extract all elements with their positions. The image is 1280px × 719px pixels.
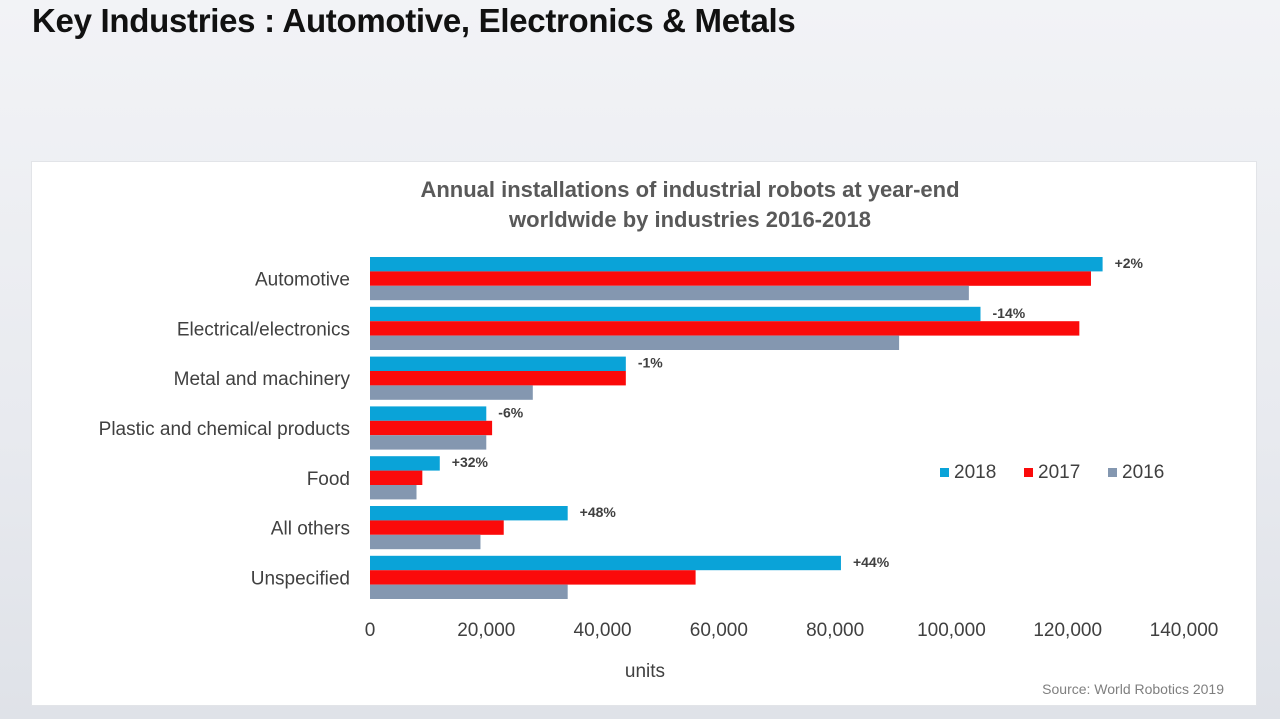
bar-2018-6 bbox=[370, 555, 841, 571]
x-tick-label: 20,000 bbox=[457, 620, 515, 641]
legend-label: 2016 bbox=[1122, 462, 1164, 483]
change-label: +44% bbox=[853, 554, 890, 570]
category-labels: Automotive Electrical/electronics Metal an… bbox=[99, 270, 351, 590]
x-tick-label: 60,000 bbox=[690, 620, 748, 641]
bar-2018-3 bbox=[370, 406, 487, 421]
x-axis-label: units bbox=[625, 661, 665, 682]
chart-title: Annual installations of industrial robot… bbox=[420, 177, 959, 232]
bar-2017-4 bbox=[370, 470, 423, 485]
bar-2016-3 bbox=[370, 435, 487, 450]
legend: 2018 2017 2016 bbox=[940, 462, 1164, 483]
change-label: +2% bbox=[1115, 255, 1144, 271]
change-label: +32% bbox=[452, 454, 489, 470]
legend-swatch-2017 bbox=[1024, 468, 1033, 477]
x-tick-label: 140,000 bbox=[1150, 620, 1219, 641]
change-labels: +2% -14% -1% -6% +32% +48% +44% bbox=[452, 255, 1144, 570]
change-label: +48% bbox=[580, 504, 617, 520]
x-tick-label: 40,000 bbox=[574, 620, 632, 641]
category-label: Unspecified bbox=[251, 568, 350, 589]
change-label: -14% bbox=[993, 305, 1026, 321]
bar-2016-5 bbox=[370, 534, 481, 550]
x-axis-ticks: 0 20,000 40,000 60,000 80,000 100,000 120,000 1… bbox=[365, 620, 1219, 641]
bar-2017-2 bbox=[370, 371, 626, 386]
change-label: -1% bbox=[638, 355, 663, 371]
bar-2016-1 bbox=[370, 335, 900, 350]
x-tick-label: 100,000 bbox=[917, 620, 986, 641]
x-tick-label: 80,000 bbox=[806, 620, 864, 641]
legend-swatch-2018 bbox=[940, 468, 949, 477]
bar-2018-4 bbox=[370, 456, 440, 471]
chart-title-line: worldwide by industries 2016-2018 bbox=[508, 207, 871, 232]
bar-2017-5 bbox=[370, 520, 504, 535]
bar-2016-2 bbox=[370, 385, 533, 400]
legend-label: 2017 bbox=[1038, 462, 1080, 483]
bar-2016-4 bbox=[370, 485, 417, 500]
category-label: Automotive bbox=[255, 270, 350, 291]
bar-2016-0 bbox=[370, 285, 969, 301]
x-tick-label: 120,000 bbox=[1033, 620, 1102, 641]
legend-label: 2018 bbox=[954, 462, 996, 483]
legend-swatch-2016 bbox=[1108, 468, 1117, 477]
source-note: Source: World Robotics 2019 bbox=[1042, 681, 1224, 697]
bar-2017-0 bbox=[370, 271, 1091, 286]
bars bbox=[370, 257, 1103, 599]
bar-2017-6 bbox=[370, 570, 696, 585]
bar-2018-0 bbox=[370, 257, 1103, 272]
chart-card: Annual installations of industrial robot… bbox=[32, 162, 1256, 705]
x-tick-label: 0 bbox=[365, 620, 376, 641]
category-label: Metal and machinery bbox=[174, 369, 351, 390]
bar-2018-2 bbox=[370, 356, 626, 371]
category-label: All others bbox=[271, 519, 350, 540]
chart-svg: Annual installations of industrial robot… bbox=[99, 177, 1225, 697]
bar-2017-3 bbox=[370, 420, 493, 436]
change-label: -6% bbox=[498, 404, 523, 420]
category-label: Electrical/electronics bbox=[177, 319, 350, 340]
bar-2018-1 bbox=[370, 306, 981, 322]
bar-2018-5 bbox=[370, 506, 568, 521]
slide-title: Key Industries : Automotive, Electronics… bbox=[32, 2, 796, 39]
bar-2017-1 bbox=[370, 321, 1080, 336]
category-label: Plastic and chemical products bbox=[99, 419, 350, 440]
category-label: Food bbox=[307, 469, 350, 490]
bar-2016-6 bbox=[370, 584, 568, 599]
chart-title-line: Annual installations of industrial robot… bbox=[420, 177, 959, 202]
